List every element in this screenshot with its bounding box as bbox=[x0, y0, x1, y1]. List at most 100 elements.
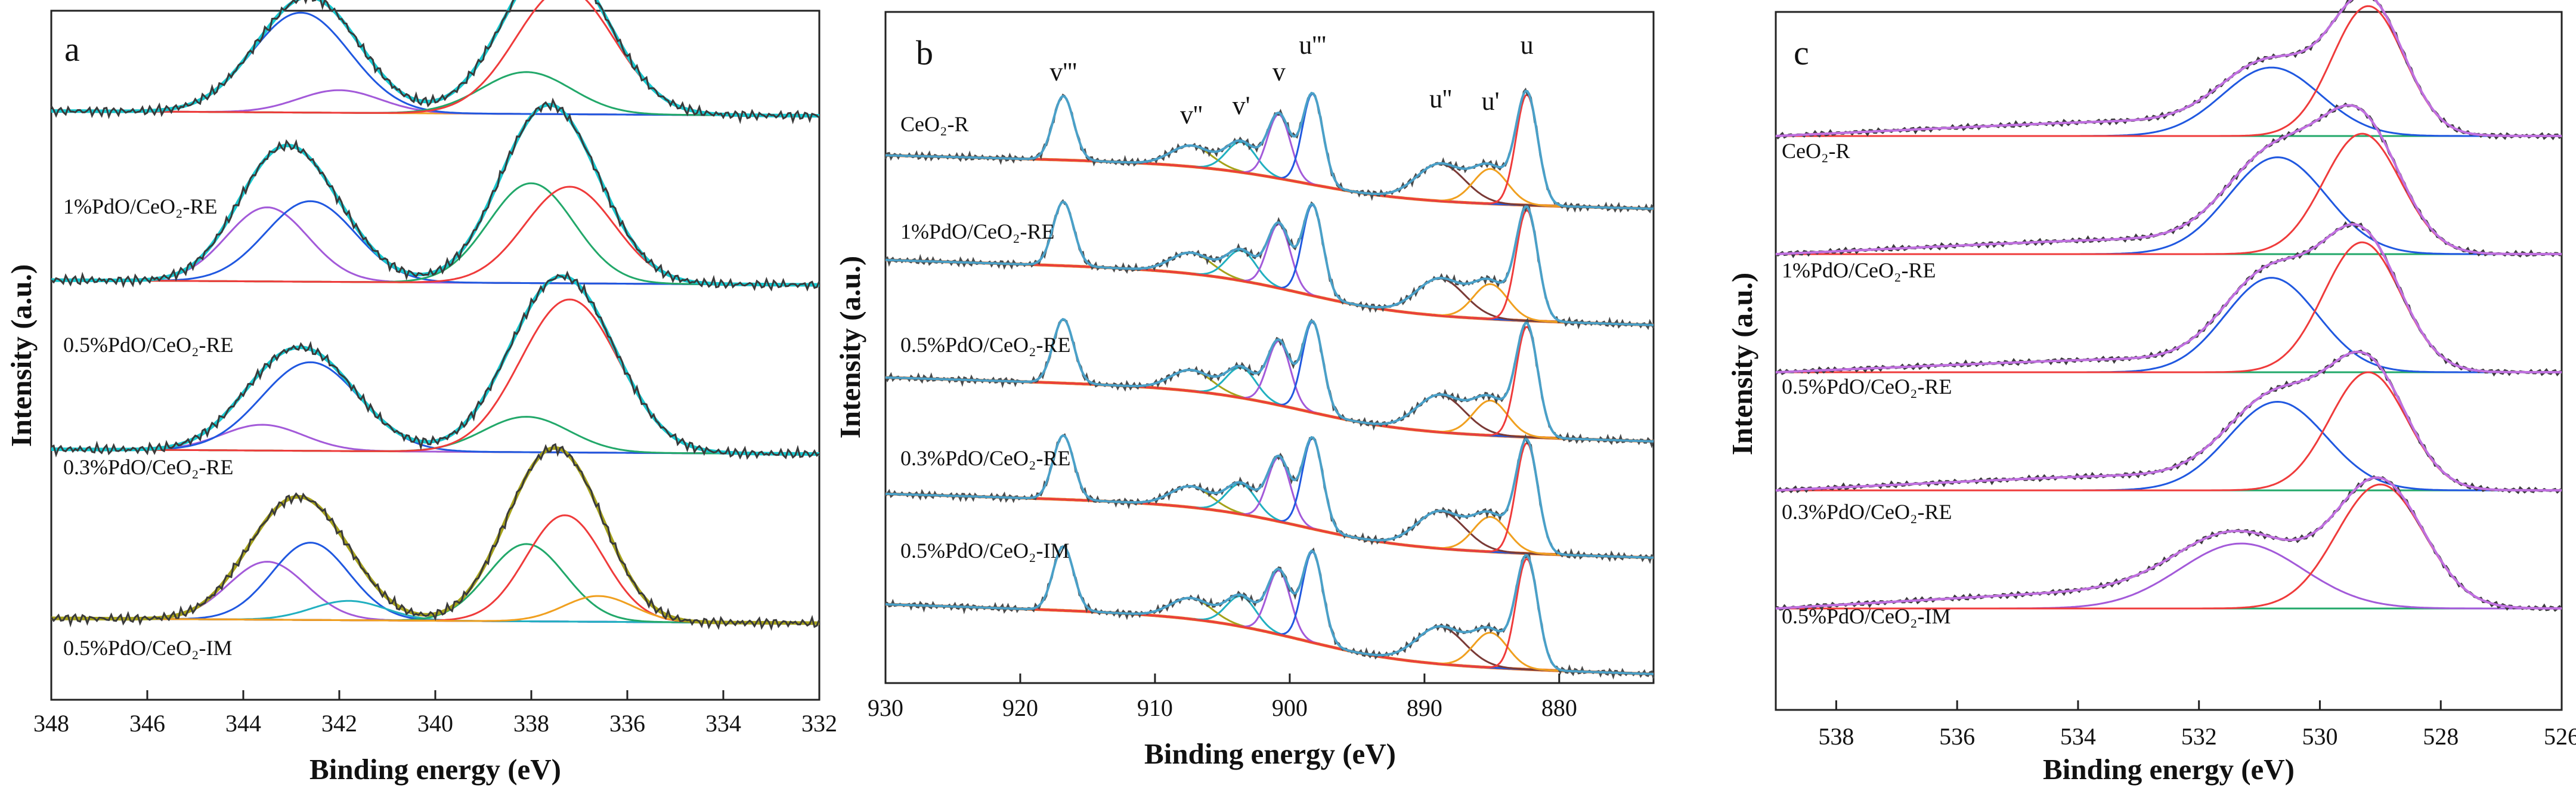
sample-label: 0.5%PdO/CeO₂-RE bbox=[1782, 375, 1952, 398]
sample-label: 0.5%PdO/CeO₂-IM bbox=[1782, 604, 1951, 628]
component-peak bbox=[885, 259, 1654, 326]
panel-a-letter: a bbox=[64, 30, 80, 69]
raw-spectrum bbox=[884, 87, 1655, 214]
panel-a-plot-area bbox=[50, 0, 821, 631]
panel-c-frame bbox=[1775, 11, 2563, 711]
panel-b-plot-area bbox=[884, 87, 1655, 680]
envelope-fit bbox=[885, 545, 1654, 675]
panel-c-plot-area bbox=[1775, 0, 2563, 612]
raw-spectrum bbox=[1775, 0, 2563, 141]
x-tick-label: 534 bbox=[2060, 723, 2096, 750]
raw-spectrum bbox=[51, 270, 820, 460]
component-peak bbox=[1776, 542, 2562, 610]
envelope-fit bbox=[51, 274, 819, 456]
panel-c-ylabel: Intensity (a.u.) bbox=[1726, 273, 1758, 455]
component-peak bbox=[51, 0, 819, 117]
component-peak bbox=[885, 95, 1654, 210]
baseline-line bbox=[885, 603, 1654, 676]
x-tick-label: 334 bbox=[705, 710, 741, 737]
raw-spectrum bbox=[1775, 475, 2563, 612]
component-peak bbox=[1776, 66, 2562, 137]
envelope-fit bbox=[1775, 223, 2562, 373]
x-tick-label: 536 bbox=[1939, 723, 1975, 750]
x-tick-label: 920 bbox=[1002, 694, 1038, 721]
panel-a: a 348 346 344 342 340 338 336 334 332 1%PdO/CeO₂… bbox=[5, 0, 837, 786]
x-tick-label: 348 bbox=[33, 710, 69, 737]
component-peak bbox=[885, 558, 1654, 675]
x-tick-label: 890 bbox=[1407, 694, 1442, 721]
panel-c-sample-labels: CeO₂-R 1%PdO/CeO₂-RE 0.5%PdO/CeO₂-RE 0.3%Pd… bbox=[1782, 139, 1952, 628]
envelope-fit bbox=[1775, 350, 2562, 492]
x-tick-label: 346 bbox=[129, 710, 165, 737]
raw-spectrum bbox=[50, 0, 820, 125]
panel-c-xlabel: Binding energy (eV) bbox=[2043, 753, 2295, 786]
component-peak bbox=[885, 603, 1654, 675]
component-peak bbox=[51, 514, 819, 625]
component-peak bbox=[885, 569, 1654, 675]
panel-b-sample-labels: CeO₂-R 1%PdO/CeO₂-RE 0.5%PdO/CeO₂-RE 0.3%Pd… bbox=[900, 112, 1071, 563]
component-peak bbox=[51, 543, 819, 625]
peak-label: u''' bbox=[1299, 30, 1326, 60]
x-tick-label: 910 bbox=[1137, 694, 1173, 721]
peak-label: v bbox=[1272, 57, 1286, 87]
panel-a-xlabel: Binding energy (eV) bbox=[309, 753, 561, 786]
component-peak bbox=[885, 94, 1654, 210]
raw-spectrum bbox=[50, 443, 821, 631]
x-tick-label: 342 bbox=[321, 710, 357, 737]
component-peak bbox=[885, 376, 1654, 443]
peak-label: v' bbox=[1233, 91, 1250, 121]
component-peak bbox=[885, 603, 1654, 675]
sample-label: CeO₂-R bbox=[1782, 139, 1850, 163]
x-tick-label: 880 bbox=[1541, 694, 1577, 721]
sample-label: 0.3%PdO/CeO₂-RE bbox=[1782, 500, 1952, 524]
raw-spectrum bbox=[1775, 102, 2562, 258]
x-tick-label: 332 bbox=[801, 710, 837, 737]
envelope-fit bbox=[51, 0, 819, 118]
sample-label: 0.5%PdO/CeO₂-IM bbox=[900, 539, 1070, 563]
peak-label: v''' bbox=[1049, 57, 1077, 87]
x-tick-label: 340 bbox=[417, 710, 453, 737]
panel-b-x-ticks: 930 920 910 900 890 880 bbox=[868, 674, 1577, 721]
envelope-fit bbox=[1775, 476, 2562, 610]
panel-c: c 538 536 534 532 530 528 526 CeO₂-R 1%PdO/CeO₂… bbox=[1726, 0, 2576, 786]
envelope-fit bbox=[1775, 104, 2562, 255]
component-peak bbox=[1776, 5, 2562, 137]
baseline-line bbox=[885, 258, 1654, 327]
x-tick-label: 930 bbox=[868, 694, 903, 721]
raw-spectrum bbox=[51, 97, 821, 292]
sample-label: 0.5%PdO/CeO₂-RE bbox=[63, 333, 234, 357]
component-peak bbox=[885, 259, 1654, 326]
sample-label: 0.3%PdO/CeO₂-RE bbox=[63, 455, 234, 479]
panel-b-peak-labels: v''' v'' v' v u''' u'' u' u bbox=[1049, 30, 1533, 129]
sample-label: 0.5%PdO/CeO₂-RE bbox=[900, 333, 1071, 357]
envelope-fit bbox=[885, 89, 1654, 210]
x-tick-label: 336 bbox=[609, 710, 645, 737]
baseline-line bbox=[885, 376, 1654, 443]
sample-label: 0.3%PdO/CeO₂-RE bbox=[900, 446, 1071, 470]
panel-b-letter: b bbox=[916, 33, 933, 72]
component-peak bbox=[885, 93, 1654, 210]
sample-label: 0.5%PdO/CeO₂-IM bbox=[63, 636, 233, 660]
panel-a-x-ticks: 348 346 344 342 340 338 336 334 332 bbox=[33, 690, 837, 737]
x-tick-label: 526 bbox=[2544, 723, 2576, 750]
sample-label: 1%PdO/CeO₂-RE bbox=[1782, 258, 1936, 282]
panel-b-frame bbox=[884, 11, 1655, 684]
panel-b: b 930 920 910 900 890 880 CeO₂-R 1%PdO/CeO₂-RE… bbox=[834, 11, 1655, 770]
x-tick-label: 530 bbox=[2302, 723, 2337, 750]
x-tick-label: 344 bbox=[225, 710, 261, 737]
panel-a-sample-labels: 1%PdO/CeO₂-RE 0.5%PdO/CeO₂-RE 0.3%PdO/CeO₂… bbox=[63, 194, 234, 660]
panel-a-ylabel: Intensity (a.u.) bbox=[5, 264, 38, 447]
envelope-fit bbox=[1775, 0, 2562, 137]
envelope-fit bbox=[885, 200, 1654, 326]
panel-b-xlabel: Binding energy (eV) bbox=[1144, 737, 1396, 770]
panel-c-x-ticks: 538 536 534 532 530 528 526 bbox=[1818, 700, 2576, 750]
peak-label: u'' bbox=[1429, 84, 1452, 113]
sample-label: CeO₂-R bbox=[900, 112, 969, 136]
sample-label: 1%PdO/CeO₂-RE bbox=[900, 220, 1055, 243]
x-tick-label: 900 bbox=[1272, 694, 1308, 721]
x-tick-label: 528 bbox=[2423, 723, 2459, 750]
panel-c-letter: c bbox=[1794, 33, 1809, 72]
envelope-fit bbox=[885, 317, 1654, 443]
component-peak bbox=[885, 376, 1654, 443]
